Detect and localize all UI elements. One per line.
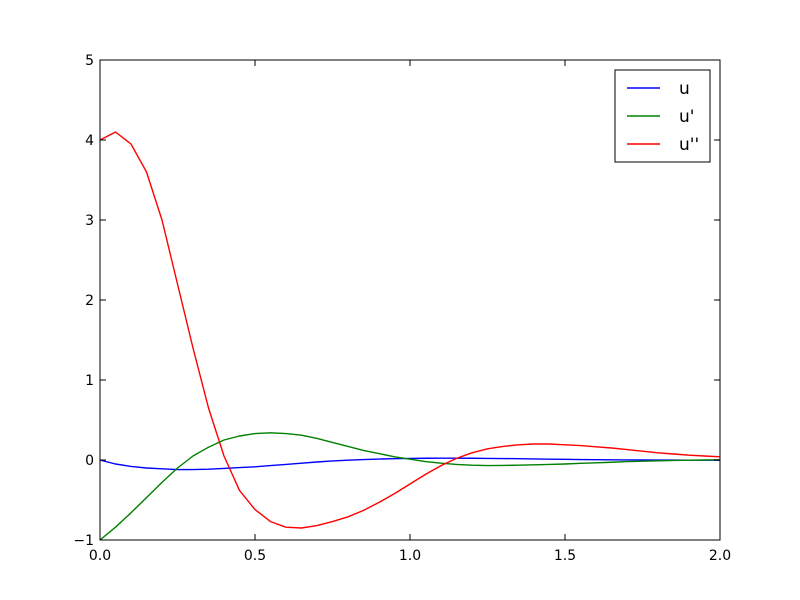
legend-label-1: u <box>679 79 690 99</box>
y-tick-label: 1 <box>85 373 94 389</box>
series-line-3 <box>100 131 720 529</box>
x-tick-label: 1.5 <box>554 548 576 564</box>
y-tick-label: −1 <box>73 533 94 549</box>
x-tick-label: 2.0 <box>709 548 731 564</box>
y-tick-label: 5 <box>85 53 94 69</box>
x-tick-label: 0.0 <box>89 548 111 564</box>
y-tick-label: 4 <box>85 133 94 149</box>
y-tick-label: 3 <box>85 213 94 229</box>
y-tick-label: 0 <box>85 453 94 469</box>
x-tick-label: 0.5 <box>244 548 266 564</box>
legend-label-2: u' <box>679 107 694 127</box>
x-tick-label: 1.0 <box>399 548 421 564</box>
series-line-2 <box>100 432 720 540</box>
legend-label-3: u'' <box>679 135 699 155</box>
y-tick-label: 2 <box>85 293 94 309</box>
series-line-1 <box>100 457 720 471</box>
